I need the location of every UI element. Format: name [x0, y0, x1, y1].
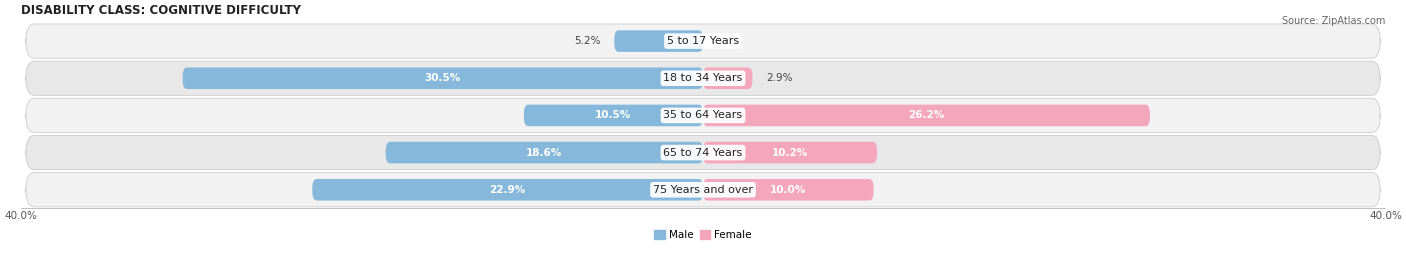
FancyBboxPatch shape — [703, 179, 873, 200]
FancyBboxPatch shape — [614, 30, 703, 52]
Text: 10.2%: 10.2% — [772, 148, 808, 158]
FancyBboxPatch shape — [25, 24, 1381, 58]
FancyBboxPatch shape — [25, 136, 1381, 170]
Text: DISABILITY CLASS: COGNITIVE DIFFICULTY: DISABILITY CLASS: COGNITIVE DIFFICULTY — [21, 4, 301, 17]
Text: 65 to 74 Years: 65 to 74 Years — [664, 148, 742, 158]
Text: 5 to 17 Years: 5 to 17 Years — [666, 36, 740, 46]
Text: 5.2%: 5.2% — [574, 36, 600, 46]
FancyBboxPatch shape — [524, 105, 703, 126]
Text: 10.0%: 10.0% — [770, 185, 807, 195]
FancyBboxPatch shape — [183, 68, 703, 89]
Text: 30.5%: 30.5% — [425, 73, 461, 83]
Text: 75 Years and over: 75 Years and over — [652, 185, 754, 195]
Text: 18.6%: 18.6% — [526, 148, 562, 158]
FancyBboxPatch shape — [25, 173, 1381, 207]
Text: 0.0%: 0.0% — [717, 36, 742, 46]
FancyBboxPatch shape — [703, 105, 1150, 126]
Text: 35 to 64 Years: 35 to 64 Years — [664, 110, 742, 121]
Text: 18 to 34 Years: 18 to 34 Years — [664, 73, 742, 83]
FancyBboxPatch shape — [25, 98, 1381, 133]
FancyBboxPatch shape — [312, 179, 703, 200]
Text: 26.2%: 26.2% — [908, 110, 945, 121]
Text: 10.5%: 10.5% — [595, 110, 631, 121]
FancyBboxPatch shape — [385, 142, 703, 163]
FancyBboxPatch shape — [703, 68, 752, 89]
FancyBboxPatch shape — [25, 61, 1381, 95]
Text: 22.9%: 22.9% — [489, 185, 526, 195]
Text: Source: ZipAtlas.com: Source: ZipAtlas.com — [1281, 16, 1385, 26]
Legend: Male, Female: Male, Female — [650, 226, 756, 244]
Text: 2.9%: 2.9% — [766, 73, 793, 83]
FancyBboxPatch shape — [703, 142, 877, 163]
